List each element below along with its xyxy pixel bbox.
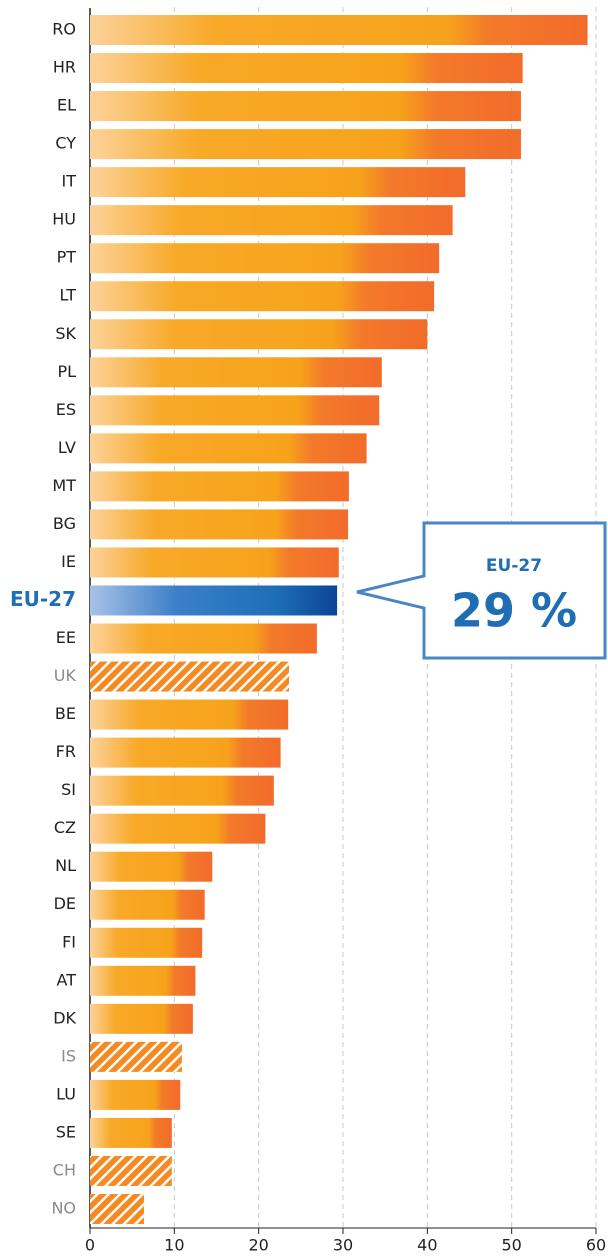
x-tick-label: 50: [501, 1236, 521, 1255]
y-tick-label: CH: [53, 1160, 76, 1179]
callout-title: EU-27: [486, 556, 542, 576]
y-tick-label: FR: [56, 742, 76, 761]
bar: [90, 243, 440, 274]
y-tick-label: EL: [57, 96, 76, 115]
y-tick-label: NO: [51, 1198, 76, 1217]
y-tick-label: EE: [56, 628, 76, 647]
y-tick-label: MT: [52, 476, 76, 495]
x-tick-label: 20: [248, 1236, 268, 1255]
bar: [90, 129, 521, 160]
bar: [90, 319, 428, 350]
bar: [90, 509, 349, 540]
y-tick-label: IT: [62, 172, 77, 191]
bar: [90, 737, 281, 768]
bar: [90, 585, 338, 616]
bar: [90, 661, 290, 692]
y-tick-label: DE: [54, 894, 76, 913]
y-tick-label: SE: [56, 1122, 76, 1141]
bar: [90, 205, 453, 236]
callout-value: 29 %: [451, 584, 577, 638]
y-tick-label: CZ: [54, 818, 76, 837]
bar: [90, 53, 523, 84]
bar: [90, 1079, 181, 1110]
y-tick-label: SK: [55, 324, 76, 343]
bar: [90, 433, 367, 464]
callout: EU-27 29 %: [356, 521, 607, 660]
y-tick-label: HU: [52, 210, 76, 229]
bar: [90, 357, 382, 388]
bar: [90, 547, 339, 578]
bar: [90, 395, 380, 426]
y-tick-label: PL: [57, 362, 76, 381]
x-tick-label: 40: [417, 1236, 437, 1255]
y-tick-label: RO: [52, 20, 76, 39]
bar: [90, 281, 435, 312]
y-tick-label: HR: [53, 58, 76, 77]
y-tick-label: LU: [56, 1084, 76, 1103]
y-tick-label: BE: [55, 704, 76, 723]
y-tick-label: IE: [61, 552, 76, 571]
bar: [90, 167, 466, 198]
bar: [90, 851, 213, 882]
bar: [90, 1003, 193, 1034]
bar: [90, 91, 521, 122]
y-tick-label: BG: [53, 514, 76, 533]
y-tick-label: SI: [61, 780, 76, 799]
y-tick-label: LT: [60, 286, 77, 305]
y-tick-label: UK: [54, 666, 77, 685]
bar: [90, 1117, 172, 1148]
bar: [90, 927, 203, 958]
y-tick-label: NL: [55, 856, 76, 875]
bar: [90, 1193, 144, 1224]
y-tick-label: IS: [61, 1046, 76, 1065]
y-tick-label: PT: [57, 248, 77, 267]
x-tick-label: 30: [333, 1236, 353, 1255]
bar: [90, 1041, 182, 1072]
bar: [90, 1155, 172, 1186]
y-tick-label: CY: [55, 134, 76, 153]
callout-box: [356, 521, 607, 660]
y-tick-label: DK: [53, 1008, 76, 1027]
bar: [90, 699, 289, 730]
y-tick-label: EU-27: [10, 587, 76, 611]
bar: [90, 775, 274, 806]
bar: [90, 965, 196, 996]
bar: [90, 15, 588, 46]
bar: [90, 471, 349, 502]
y-tick-label: ES: [56, 400, 76, 419]
x-tick-label: 10: [164, 1236, 184, 1255]
y-tick-label: AT: [57, 970, 77, 989]
bar: [90, 623, 317, 654]
x-tick-label: 0: [85, 1236, 95, 1255]
y-tick-label: FI: [62, 932, 76, 951]
bar: [90, 813, 266, 844]
y-tick-label: LV: [58, 438, 76, 457]
x-tick-label: 60: [586, 1236, 606, 1255]
bar: [90, 889, 205, 920]
